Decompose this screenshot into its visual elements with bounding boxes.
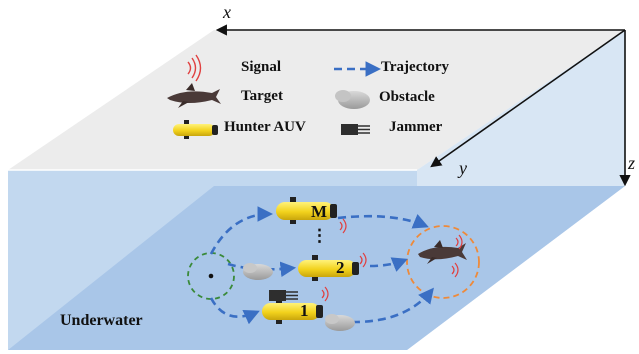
underwater-label: Underwater (60, 312, 143, 329)
jammer-on-auv-1 (269, 290, 298, 301)
environment-box (8, 30, 625, 350)
x-axis-label: x (223, 2, 231, 22)
axes (215, 24, 631, 187)
legend-jammer-label: Jammer (389, 119, 443, 135)
trajectory-start-to-m (209, 206, 274, 255)
obstacle-rock-upper (243, 263, 273, 280)
y-axis-label: y (459, 158, 467, 178)
legend-target-shark-icon (167, 83, 221, 108)
hunter-auv-m (276, 197, 337, 224)
hunter-auv-2 (298, 255, 359, 281)
start-point-dot (208, 273, 214, 279)
signal-icon-auv-1 (321, 286, 329, 302)
legend-hunter-auv-icon (173, 120, 218, 139)
auv-label-1: 1 (300, 301, 309, 320)
trajectory-2-to-target (369, 257, 408, 272)
legend-jammer-icon (341, 124, 370, 135)
trajectory-start-to-1 (209, 297, 260, 325)
auv-ellipsis: ⋮ (311, 226, 328, 245)
legend-target-label: Target (241, 88, 283, 104)
signal-icon-auv-2 (359, 252, 367, 268)
target-shark-icon (418, 240, 467, 264)
start-region-circle (187, 252, 235, 300)
obstacle-rock-lower (325, 314, 355, 331)
legend-signal-icon (187, 54, 202, 82)
z-axis-label: z (628, 153, 636, 173)
legend-obstacle-rock-icon (335, 90, 370, 109)
target-signal-icons (451, 234, 463, 278)
legend-obstacle-label: Obstacle (379, 89, 435, 105)
top-surface (8, 30, 625, 170)
legend-trajectory-label: Trajectory (381, 59, 450, 75)
legend-signal-label: Signal (241, 59, 282, 75)
trajectory-m-to-target (337, 214, 429, 229)
right-side-face (417, 30, 625, 186)
y-axis (430, 29, 626, 168)
legend-hunter-label: Hunter AUV (224, 119, 306, 135)
signal-icon-auv-m (339, 218, 347, 234)
auv-label-2: 2 (336, 258, 345, 277)
auv-label-m: M (311, 202, 328, 221)
